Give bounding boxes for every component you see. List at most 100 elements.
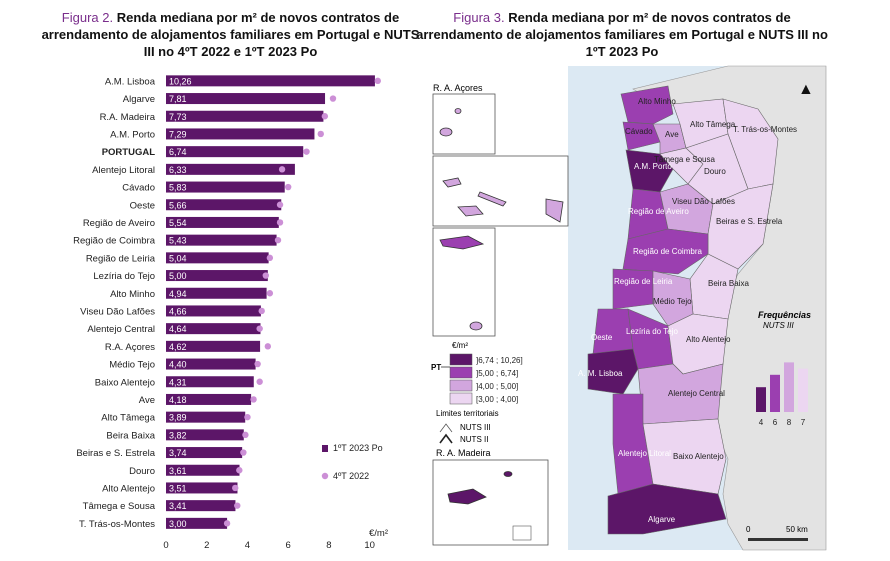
north-arrow: ▲ xyxy=(798,81,814,98)
bar-value-label: 4,18 xyxy=(169,395,187,405)
x-tick-label: 6 xyxy=(286,540,291,551)
bar-value-label: 5,54 xyxy=(169,218,187,228)
marker-4t2022 xyxy=(264,343,272,350)
category-label: R.A. Madeira xyxy=(100,112,156,123)
legend-class-label: ]5,00 ; 6,74] xyxy=(476,369,518,378)
marker-4t2022 xyxy=(262,272,269,279)
category-label: PORTUGAL xyxy=(102,147,156,158)
frequency-bar xyxy=(798,368,808,412)
category-label: T. Trás-os-Montes xyxy=(79,519,155,530)
scale-zero: 0 xyxy=(746,525,751,534)
bar xyxy=(166,110,324,122)
marker-4t2022 xyxy=(223,520,231,527)
bar-value-label: 4,31 xyxy=(169,377,187,387)
bar xyxy=(166,482,238,494)
marker-4t2022 xyxy=(276,219,284,226)
marker-4t2022 xyxy=(284,183,292,191)
marker-4t2022 xyxy=(276,201,284,208)
label-aveiro: Região de Aveiro xyxy=(628,207,689,216)
bar xyxy=(166,93,326,105)
bar-value-label: 7,29 xyxy=(169,129,187,139)
bar-value-label: 4,64 xyxy=(169,324,187,334)
category-label: Oeste xyxy=(130,200,155,211)
marker-4t2022 xyxy=(240,449,247,456)
label-alentejo-litoral: Alentejo Litoral xyxy=(618,449,671,458)
category-label: A.M. Lisboa xyxy=(105,76,156,87)
figure2-title: Figura 2. Renda mediana por m² de novos … xyxy=(38,9,423,60)
legend-class-label: ]6,74 ; 10,26] xyxy=(476,356,523,365)
region-leiria xyxy=(612,268,654,310)
figure3-number: Figura 3. xyxy=(453,10,505,25)
azores-inset-west xyxy=(432,93,496,155)
label-oeste: Oeste xyxy=(591,333,613,342)
marker-4t2022 xyxy=(234,502,241,509)
freq-subtitle: NUTS III xyxy=(763,321,794,330)
bar-value-label: 3,74 xyxy=(169,448,187,458)
bar-value-label: 6,74 xyxy=(169,147,187,157)
marker-4t2022 xyxy=(236,467,243,474)
region-am-porto xyxy=(625,149,674,193)
x-tick-label: 8 xyxy=(326,540,331,551)
madeira-label: R. A. Madeira xyxy=(436,448,491,458)
label-beira-baixa: Beira Baixa xyxy=(708,279,749,288)
marker-4t2022 xyxy=(278,166,286,173)
label-tamega-sousa: Tâmega e Sousa xyxy=(654,155,715,164)
category-label: Douro xyxy=(129,466,155,477)
label-alto-tamega: Alto Tâmega xyxy=(690,120,736,129)
bar-value-label: 3,89 xyxy=(169,413,187,423)
limits-title: Limites territoriais xyxy=(436,409,499,418)
category-label: Região de Coimbra xyxy=(73,236,156,247)
marker-4t2022 xyxy=(303,148,310,155)
bar xyxy=(166,305,261,317)
bar xyxy=(166,340,261,352)
label-am-porto: A.M. Porto xyxy=(634,162,672,171)
bar-value-label: 6,33 xyxy=(169,165,187,175)
label-tras-os-montes: T. Trás-os-Montes xyxy=(733,125,797,134)
frequency-label: 6 xyxy=(773,418,778,427)
marker-4t2022 xyxy=(317,130,324,138)
region-labels: Alto Minho Cávado Ave Alto Tâmega T. Trá… xyxy=(578,97,797,524)
azores-inset-central xyxy=(432,155,569,227)
category-label: Região de Aveiro xyxy=(83,218,155,229)
x-tick-label: 4 xyxy=(245,540,250,551)
bar-value-label: 4,40 xyxy=(169,360,187,370)
label-am-lisboa: A. M. Lisboa xyxy=(578,369,623,378)
figure3-title: Figura 3. Renda mediana por m² de novos … xyxy=(412,9,832,60)
azores-island xyxy=(439,235,485,250)
azores-island xyxy=(545,198,564,223)
bar xyxy=(166,517,228,529)
category-label: Beiras e S. Estrela xyxy=(76,448,155,459)
marker-4t2022 xyxy=(266,290,274,297)
bar-value-labels: 10,26 7,81 7,73 7,29 6,74 6,33 5,83 5,66 5,54 5,4… xyxy=(169,76,192,528)
marker-4t2022 xyxy=(254,360,261,368)
label-leziria: Lezíria do Tejo xyxy=(626,327,678,336)
legend-classes: ]6,74 ; 10,26]]5,00 ; 6,74]]4,00 ; 5,00]… xyxy=(449,353,523,405)
x-axis-label: €/m² xyxy=(369,528,388,539)
marker-4t2022 xyxy=(258,307,265,315)
frequency-label: 8 xyxy=(787,418,792,427)
label-beiras-estrela: Beiras e S. Estrela xyxy=(716,217,783,226)
bars-series-1t2023 xyxy=(166,75,375,529)
category-label: Alentejo Central xyxy=(87,324,155,335)
bar xyxy=(166,411,246,423)
nuts2-label: NUTS II xyxy=(460,435,488,444)
azores-label: R. A. Açores xyxy=(433,83,483,93)
bar xyxy=(166,358,256,370)
bar xyxy=(166,199,282,211)
bar xyxy=(166,323,261,335)
legend-class-swatch xyxy=(449,366,473,379)
nuts3-label: NUTS III xyxy=(460,423,491,432)
chart-legend: 1ºT 2023 Po 4ºT 2022 xyxy=(321,443,383,481)
bar xyxy=(166,270,268,282)
bar-value-label: 3,61 xyxy=(169,466,187,476)
region-am-lisboa xyxy=(587,348,639,395)
bar-value-label: 3,41 xyxy=(169,501,187,511)
bar-chart: A.M. Lisboa Algarve R.A. Madeira A.M. Porto… xyxy=(73,75,388,551)
category-label: Baixo Alentejo xyxy=(95,377,155,388)
nuts2-line-icon xyxy=(439,433,453,444)
label-cavado: Cávado xyxy=(625,127,653,136)
azores-island xyxy=(442,177,462,188)
bar-value-label: 10,26 xyxy=(169,76,192,86)
region-algarve xyxy=(607,483,727,535)
markers-series-4t2022 xyxy=(223,77,381,527)
